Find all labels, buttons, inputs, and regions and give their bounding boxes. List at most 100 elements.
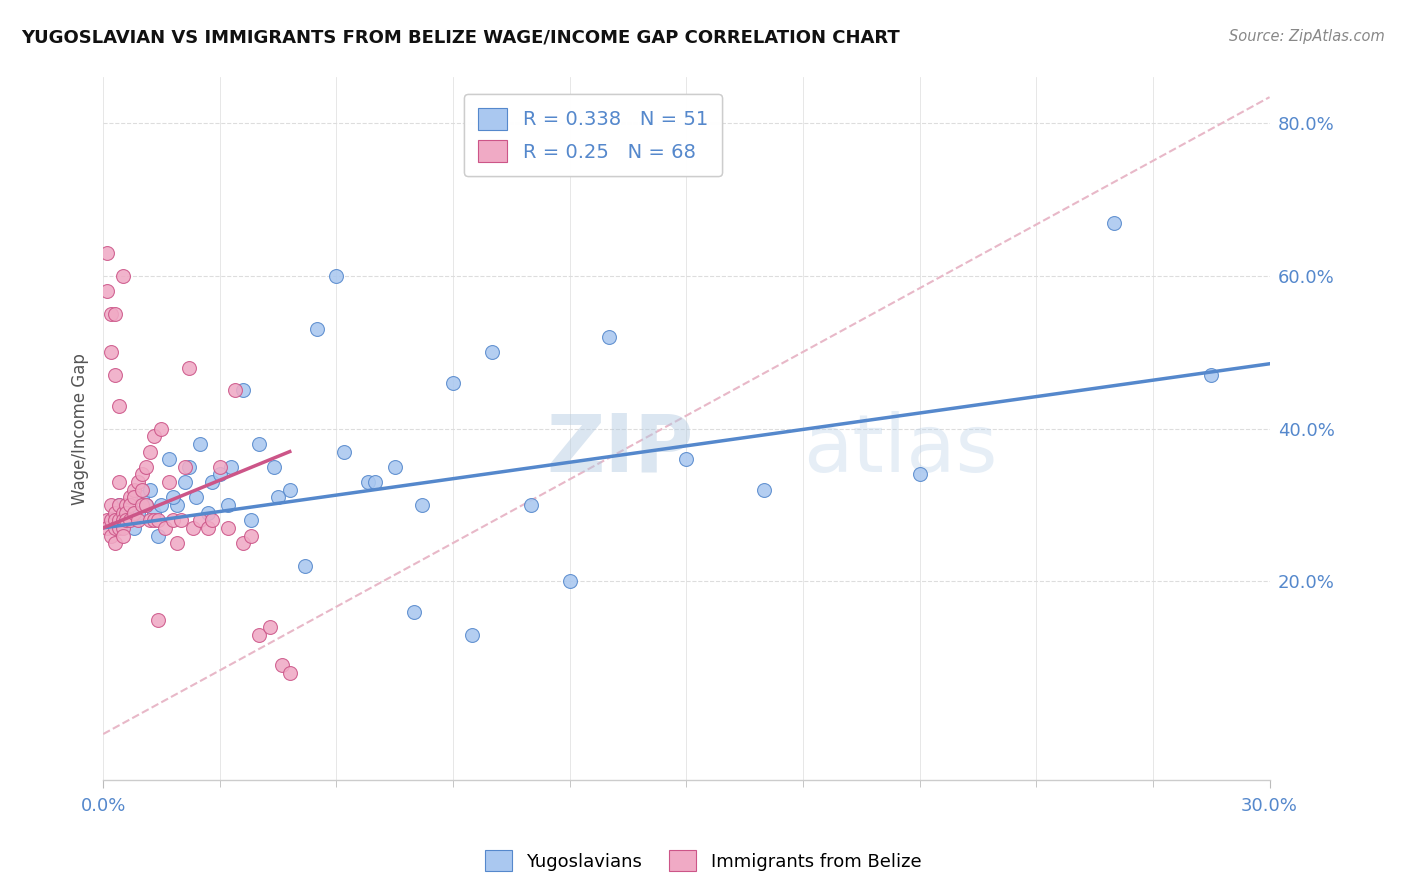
Point (115, 506, 138, 520)
Point (224, 384, 246, 398)
Point (325, 268, 347, 283)
Point (139, 444, 162, 458)
Text: atlas: atlas (803, 410, 997, 489)
Point (162, 513, 184, 527)
Point (131, 467, 153, 482)
Point (162, 491, 184, 505)
Point (177, 360, 200, 375)
Point (278, 483, 301, 497)
Point (1199, 368, 1222, 383)
Point (247, 437, 270, 451)
Point (259, 620, 281, 634)
Point (142, 513, 165, 527)
Text: YUGOSLAVIAN VS IMMIGRANTS FROM BELIZE WAGE/INCOME GAP CORRELATION CHART: YUGOSLAVIAN VS IMMIGRANTS FROM BELIZE WA… (21, 29, 900, 46)
Point (115, 498, 138, 512)
Point (96, 521, 118, 535)
Point (96, 284, 118, 298)
Point (232, 384, 254, 398)
Point (520, 498, 543, 512)
Point (155, 521, 177, 535)
Point (96, 246, 118, 260)
Point (150, 498, 173, 512)
Point (247, 628, 270, 642)
Point (122, 521, 145, 535)
Point (135, 498, 157, 512)
Point (115, 506, 138, 520)
Point (107, 475, 129, 489)
Point (170, 513, 193, 527)
Point (166, 498, 188, 512)
Point (146, 613, 169, 627)
Point (120, 513, 142, 527)
Point (120, 498, 142, 512)
Point (122, 506, 145, 520)
Point (217, 498, 239, 512)
Point (598, 330, 620, 344)
Point (239, 513, 262, 527)
Point (157, 475, 180, 489)
Point (120, 491, 142, 505)
Point (411, 498, 433, 512)
Point (197, 521, 219, 535)
Point (111, 521, 134, 535)
Point (111, 528, 134, 542)
Point (142, 429, 165, 443)
Point (305, 322, 328, 336)
Point (96, 513, 118, 527)
Point (166, 536, 188, 550)
Point (752, 483, 775, 497)
Point (115, 513, 138, 527)
Point (111, 506, 134, 520)
Point (186, 491, 208, 505)
Point (188, 437, 211, 451)
Point (146, 513, 169, 527)
Point (104, 513, 127, 527)
Point (1102, 215, 1125, 229)
Point (146, 528, 169, 542)
Point (135, 498, 157, 512)
Point (157, 452, 180, 467)
Point (131, 483, 153, 497)
Point (104, 506, 127, 520)
Point (139, 513, 162, 527)
Point (908, 467, 931, 482)
Point (150, 422, 173, 436)
Point (131, 498, 153, 512)
Point (201, 475, 224, 489)
Point (122, 491, 145, 505)
Point (142, 506, 165, 520)
Point (100, 345, 122, 359)
Point (107, 498, 129, 512)
Point (111, 268, 134, 283)
Point (404, 605, 426, 619)
Point (120, 498, 142, 512)
Point (197, 506, 219, 520)
Point (278, 665, 301, 680)
Legend: Yugoslavians, Immigrants from Belize: Yugoslavians, Immigrants from Belize (478, 843, 928, 879)
Point (461, 628, 484, 642)
Point (100, 513, 122, 527)
Text: Source: ZipAtlas.com: Source: ZipAtlas.com (1229, 29, 1385, 44)
Point (104, 368, 127, 383)
Text: ZIP: ZIP (547, 410, 693, 489)
Point (111, 513, 134, 527)
Point (173, 475, 195, 489)
Point (127, 513, 149, 527)
Point (173, 459, 195, 474)
Point (177, 459, 200, 474)
Point (201, 513, 224, 527)
Point (104, 521, 127, 535)
Point (100, 528, 122, 542)
Point (181, 521, 204, 535)
Point (271, 658, 294, 673)
Point (107, 513, 129, 527)
Point (364, 475, 387, 489)
Point (127, 506, 149, 520)
Point (263, 459, 285, 474)
Point (139, 483, 162, 497)
Point (100, 513, 122, 527)
Point (208, 467, 231, 482)
Point (294, 559, 316, 574)
Point (208, 459, 231, 474)
Point (232, 536, 254, 550)
